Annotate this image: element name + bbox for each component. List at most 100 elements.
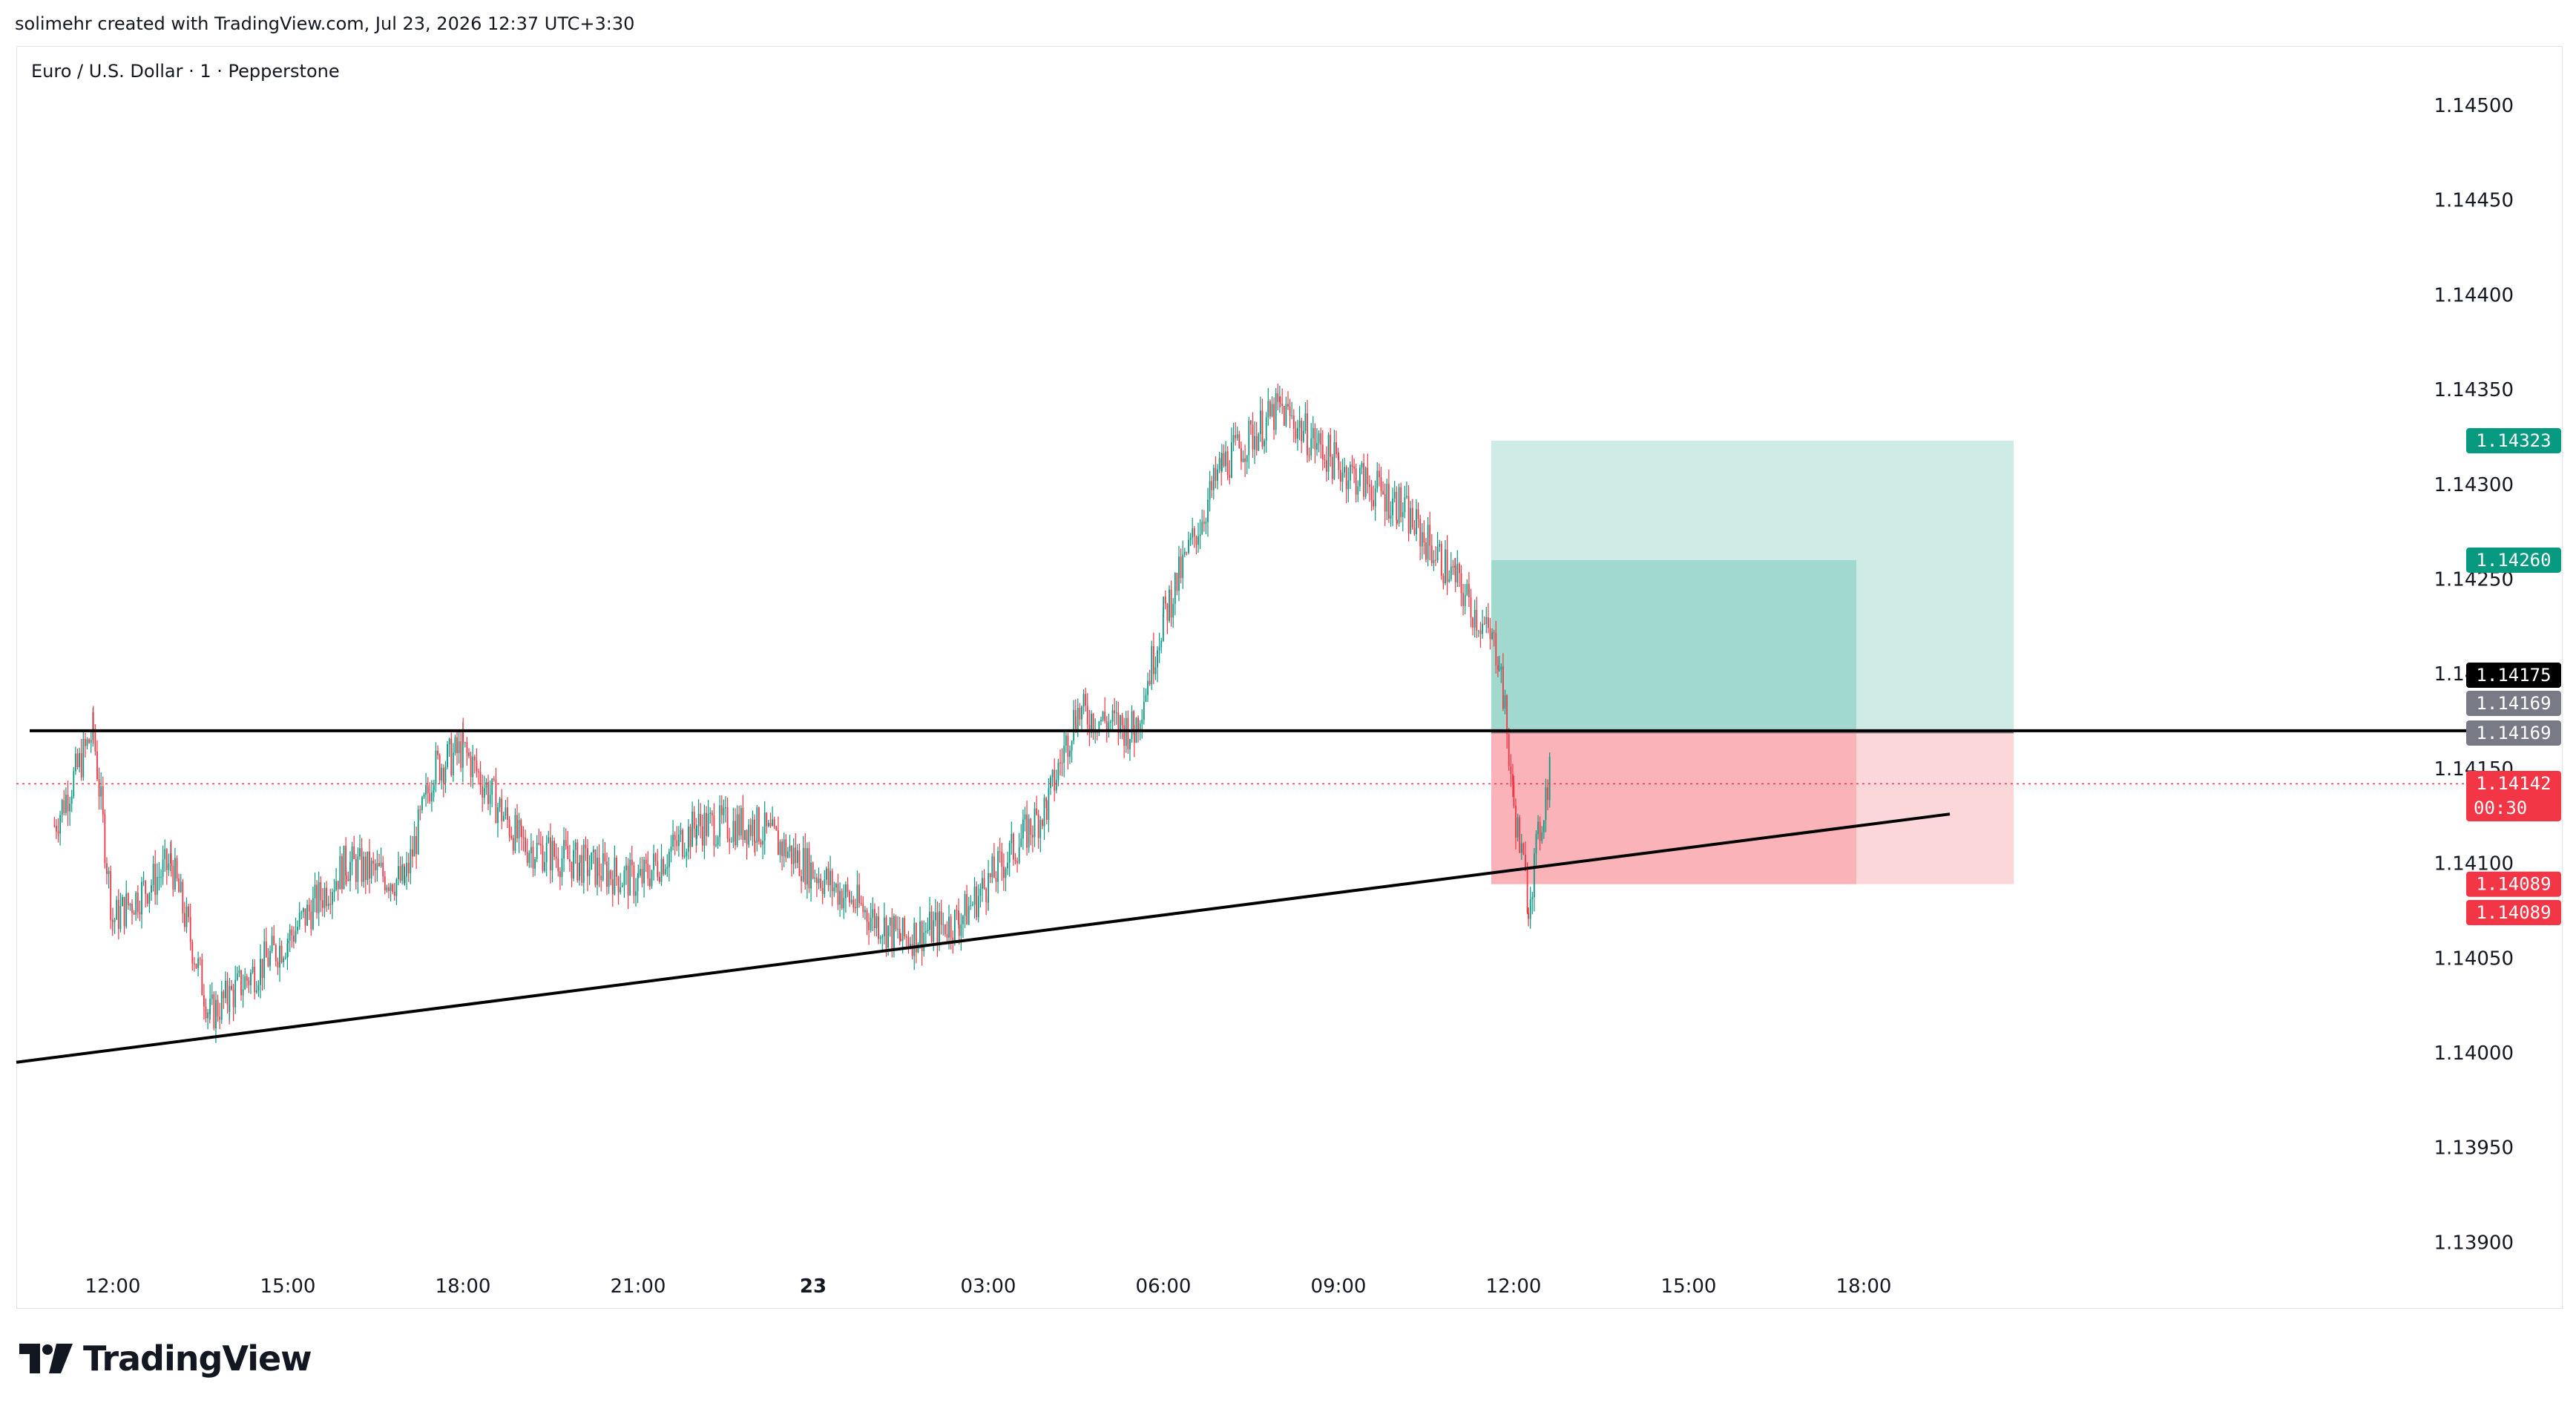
candle-body	[726, 807, 729, 838]
candle-body	[881, 936, 884, 938]
candle-body	[966, 894, 968, 924]
candle-body	[277, 961, 279, 968]
candle-body	[452, 752, 454, 775]
candle-body	[141, 881, 142, 915]
candle-body	[508, 819, 510, 836]
candle-body	[119, 906, 122, 930]
candle-body	[779, 841, 781, 855]
candle-body	[152, 864, 154, 885]
candle-body	[858, 884, 860, 904]
candle-body	[165, 849, 168, 870]
candle-body	[940, 911, 942, 925]
candle-body	[849, 891, 850, 903]
candle-body	[403, 864, 405, 883]
candle-body	[1440, 544, 1442, 576]
target-zone-inner[interactable]	[1491, 559, 1856, 733]
candle-body	[606, 861, 608, 887]
candle-body	[225, 980, 226, 999]
candle-body	[778, 830, 779, 855]
ascending-trendline[interactable]	[16, 812, 1951, 1064]
drawing-lines[interactable]	[16, 729, 2561, 1064]
candle-body	[627, 865, 629, 896]
symbol-title[interactable]: Euro / U.S. Dollar · 1 · Pepperstone	[31, 61, 340, 82]
candle-body	[1147, 680, 1149, 695]
price-tag-value: 1.14089	[2476, 874, 2551, 895]
candle-body	[1164, 597, 1166, 604]
candle-body	[1170, 589, 1172, 618]
candle-body	[1042, 820, 1043, 827]
candle-body	[289, 929, 291, 942]
candle-body	[1502, 666, 1504, 709]
candle-body	[1081, 706, 1082, 720]
candle-body	[275, 945, 277, 962]
candle-body	[516, 815, 518, 838]
position-tool[interactable]	[1491, 441, 2014, 884]
candle-body	[948, 916, 950, 938]
stop-zone-outer[interactable]	[1491, 732, 2014, 884]
time-axis[interactable]: 12:00 15:00 18:00 21:00 23 03:00 06:00 09:00 12:…	[85, 1275, 1892, 1298]
candle-body	[689, 827, 691, 847]
candle-body	[915, 922, 917, 953]
candle-body	[345, 845, 346, 876]
candle-body	[170, 853, 172, 866]
target-zone-outer[interactable]	[1491, 441, 2014, 733]
candle-body	[985, 888, 988, 902]
stop-zone-inner[interactable]	[1491, 732, 1856, 884]
candle-body	[919, 921, 921, 944]
candle-body	[587, 848, 588, 876]
candle-body	[203, 995, 205, 1007]
candle-body	[316, 884, 318, 913]
candle-body	[1411, 507, 1413, 528]
candle-body	[207, 1012, 208, 1019]
candle-body	[485, 782, 487, 789]
candle-body	[458, 741, 460, 754]
candle-body	[1018, 847, 1020, 863]
candle-body	[1073, 710, 1075, 741]
candle-body	[61, 800, 63, 815]
candle-body	[1526, 870, 1528, 913]
candle-body	[1037, 814, 1039, 838]
candle-body	[1308, 455, 1310, 456]
candle-body	[1265, 417, 1267, 441]
time-tick-label: 09:00	[1311, 1275, 1367, 1298]
candle-body	[1241, 447, 1242, 462]
candle-body	[189, 917, 191, 942]
candle-body	[1393, 491, 1396, 499]
candle-body	[412, 849, 413, 857]
candle-body	[88, 739, 90, 743]
candle-body	[942, 924, 944, 925]
candle-body	[1337, 454, 1339, 456]
candle-body	[900, 939, 901, 942]
candle-body	[1504, 695, 1506, 709]
candle-body	[507, 807, 508, 820]
candle-body	[122, 896, 123, 907]
candle-body	[1301, 420, 1303, 441]
candle-body	[59, 815, 61, 834]
candle-body	[393, 892, 395, 896]
candle-body	[421, 797, 423, 811]
tradingview-logo[interactable]: TradingView	[19, 1338, 312, 1379]
candle-body	[108, 870, 110, 875]
candle-body	[1211, 481, 1213, 490]
candle-body	[1054, 769, 1056, 791]
candle-body	[399, 866, 401, 881]
candle-body	[1416, 509, 1417, 534]
candle-body	[936, 912, 939, 944]
candle-body	[772, 819, 773, 827]
candle-body	[1318, 433, 1320, 444]
candle-body	[1498, 669, 1500, 671]
candle-body	[1250, 421, 1252, 425]
candle-body	[127, 893, 129, 906]
candle-body	[953, 910, 956, 942]
candle-body	[1324, 459, 1326, 461]
candle-body	[910, 944, 911, 946]
time-tick-label: 23	[800, 1275, 827, 1298]
candle-body	[991, 856, 993, 878]
candle-body	[117, 899, 119, 930]
candle-body	[1454, 565, 1456, 582]
candle-body	[732, 821, 735, 842]
candle-body	[976, 886, 978, 918]
candle-body	[1267, 401, 1269, 418]
candle-body	[1182, 554, 1184, 579]
